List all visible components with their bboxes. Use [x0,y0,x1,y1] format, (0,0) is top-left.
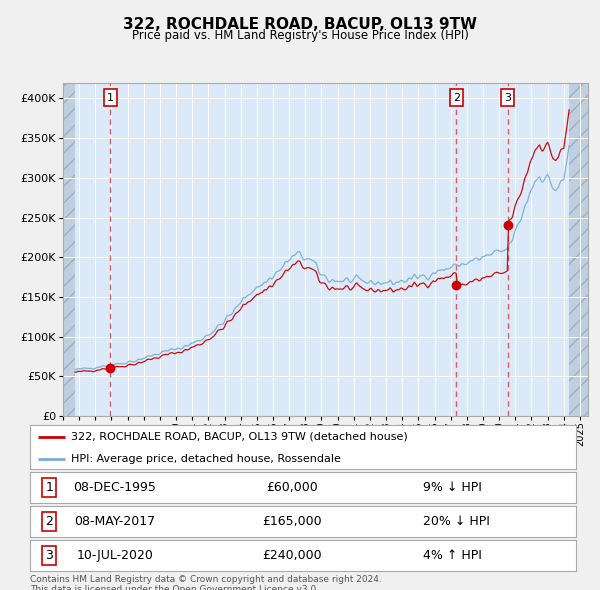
Text: 2: 2 [45,515,53,528]
Text: 2: 2 [453,93,460,103]
Text: 10-JUL-2020: 10-JUL-2020 [76,549,153,562]
Point [106,363,115,373]
Text: 3: 3 [504,93,511,103]
Bar [569,83,588,416]
Bar [63,83,75,416]
Text: 4% ↑ HPI: 4% ↑ HPI [423,549,482,562]
Point [452,280,461,290]
Text: Price paid vs. HM Land Registry's House Price Index (HPI): Price paid vs. HM Land Registry's House … [131,30,469,42]
Text: 08-MAY-2017: 08-MAY-2017 [74,515,155,528]
Text: 3: 3 [45,549,53,562]
Text: HPI: Average price, detached house, Rossendale: HPI: Average price, detached house, Ross… [71,454,341,464]
Text: 08-DEC-1995: 08-DEC-1995 [73,481,156,494]
Text: 1: 1 [45,481,53,494]
Text: 322, ROCHDALE ROAD, BACUP, OL13 9TW: 322, ROCHDALE ROAD, BACUP, OL13 9TW [123,17,477,31]
Text: 20% ↓ HPI: 20% ↓ HPI [423,515,490,528]
Point [503,221,512,230]
Text: £60,000: £60,000 [266,481,318,494]
Text: £165,000: £165,000 [262,515,322,528]
Text: Contains HM Land Registry data © Crown copyright and database right 2024.
This d: Contains HM Land Registry data © Crown c… [30,575,382,590]
Text: 322, ROCHDALE ROAD, BACUP, OL13 9TW (detached house): 322, ROCHDALE ROAD, BACUP, OL13 9TW (det… [71,432,408,442]
Text: 1: 1 [107,93,113,103]
Text: 9% ↓ HPI: 9% ↓ HPI [423,481,482,494]
Text: £240,000: £240,000 [262,549,322,562]
